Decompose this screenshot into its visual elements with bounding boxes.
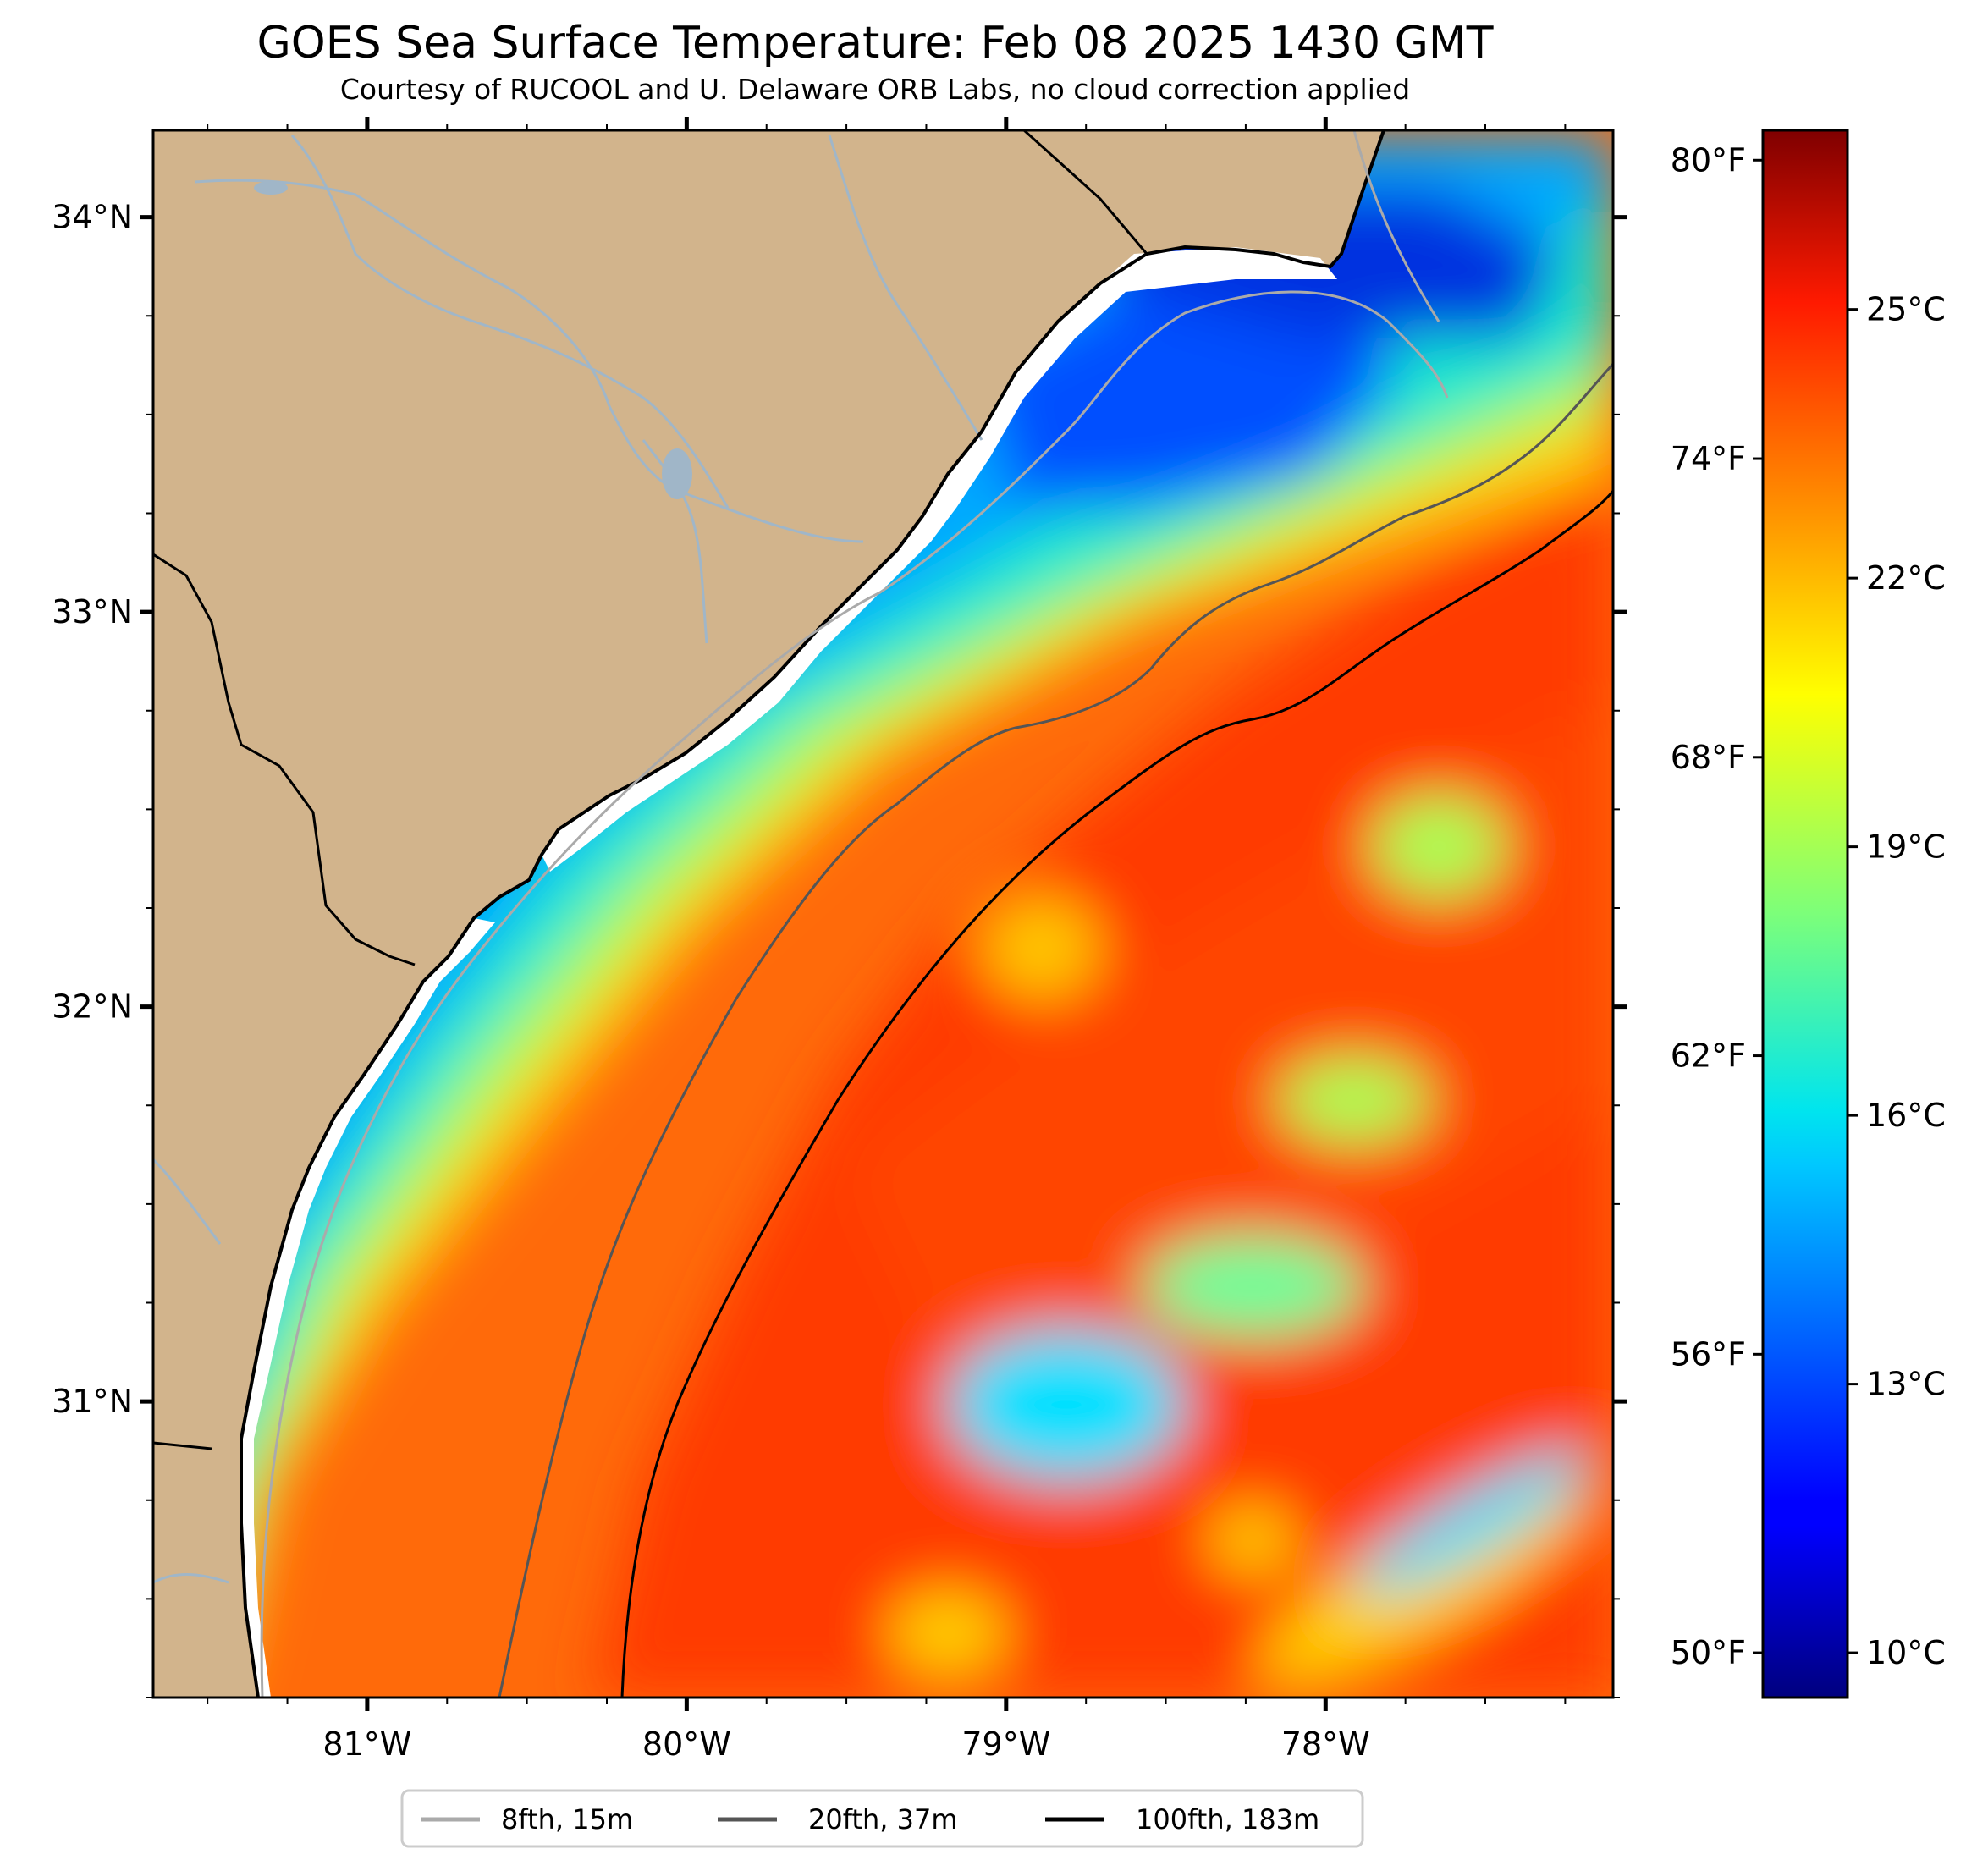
isobath-legend: 8fth, 15m 20fth, 37m 100fth, 183m bbox=[400, 1789, 1364, 1848]
celsius-label: 16°C bbox=[1866, 1097, 1946, 1134]
figure-subtitle: Courtesy of RUCOOL and U. Delaware ORB L… bbox=[340, 73, 1410, 106]
river bbox=[290, 135, 730, 509]
colorbar: 80°F 74°F 68°F 62°F 56°F 50°F 25°C 22°C 19°C 16°… bbox=[1671, 129, 1946, 1699]
celsius-label: 13°C bbox=[1866, 1366, 1946, 1403]
lake bbox=[254, 181, 288, 195]
fahrenheit-label: 80°F bbox=[1671, 141, 1746, 179]
map-panel bbox=[153, 130, 1613, 1698]
isobath-100fth bbox=[620, 490, 1613, 1698]
fahrenheit-label: 74°F bbox=[1671, 440, 1746, 477]
state-border bbox=[1022, 130, 1148, 255]
river bbox=[153, 1573, 229, 1584]
lon-tick-label: 80°W bbox=[642, 1725, 731, 1763]
state-border bbox=[153, 553, 416, 966]
colorbar-fahrenheit-axis: 80°F 74°F 68°F 62°F 56°F 50°F bbox=[1671, 141, 1763, 1671]
legend-label-8fth: 8fth, 15m bbox=[501, 1803, 633, 1835]
fahrenheit-label: 68°F bbox=[1671, 739, 1746, 776]
celsius-label: 10°C bbox=[1866, 1634, 1946, 1671]
colorbar-celsius-axis: 25°C 22°C 19°C 16°C 13°C 10°C bbox=[1848, 291, 1946, 1671]
latitude-axis: 34°N 33°N 32°N 31°N bbox=[52, 199, 1627, 1420]
fahrenheit-label: 62°F bbox=[1671, 1037, 1746, 1075]
legend-box bbox=[400, 1789, 1364, 1848]
lat-tick-label: 34°N bbox=[52, 199, 133, 236]
lon-tick-label: 81°W bbox=[322, 1725, 411, 1763]
celsius-label: 19°C bbox=[1866, 828, 1946, 866]
lake bbox=[662, 448, 692, 499]
map-frame bbox=[151, 129, 1615, 1699]
isobath-20fth bbox=[498, 362, 1613, 1698]
lat-tick-label: 31°N bbox=[52, 1383, 133, 1420]
fahrenheit-label: 56°F bbox=[1671, 1335, 1746, 1373]
colorbar-gradient bbox=[1761, 129, 1849, 1699]
figure-title: GOES Sea Surface Temperature: Feb 08 202… bbox=[256, 18, 1493, 69]
lon-tick-label: 78°W bbox=[1281, 1725, 1370, 1763]
isobath-8fth bbox=[260, 130, 1449, 1698]
legend-label-100fth: 100fth, 183m bbox=[1136, 1803, 1319, 1835]
celsius-label: 22°C bbox=[1866, 559, 1946, 597]
coastline bbox=[240, 130, 1385, 1698]
longitude-axis: 81°W 80°W 79°W 78°W bbox=[322, 117, 1370, 1763]
river bbox=[153, 1158, 222, 1245]
land-shape bbox=[153, 130, 1384, 1698]
celsius-label: 25°C bbox=[1866, 291, 1946, 328]
lat-tick-label: 33°N bbox=[52, 593, 133, 630]
legend-label-20fth: 20fth, 37m bbox=[808, 1803, 957, 1835]
fahrenheit-label: 50°F bbox=[1671, 1634, 1746, 1671]
minor-ticks bbox=[146, 124, 1620, 1704]
river bbox=[828, 135, 983, 441]
land-area bbox=[153, 130, 1385, 1698]
river bbox=[194, 179, 864, 543]
lon-tick-label: 79°W bbox=[961, 1725, 1050, 1763]
state-border bbox=[153, 1441, 212, 1450]
lat-tick-label: 32°N bbox=[52, 988, 133, 1026]
